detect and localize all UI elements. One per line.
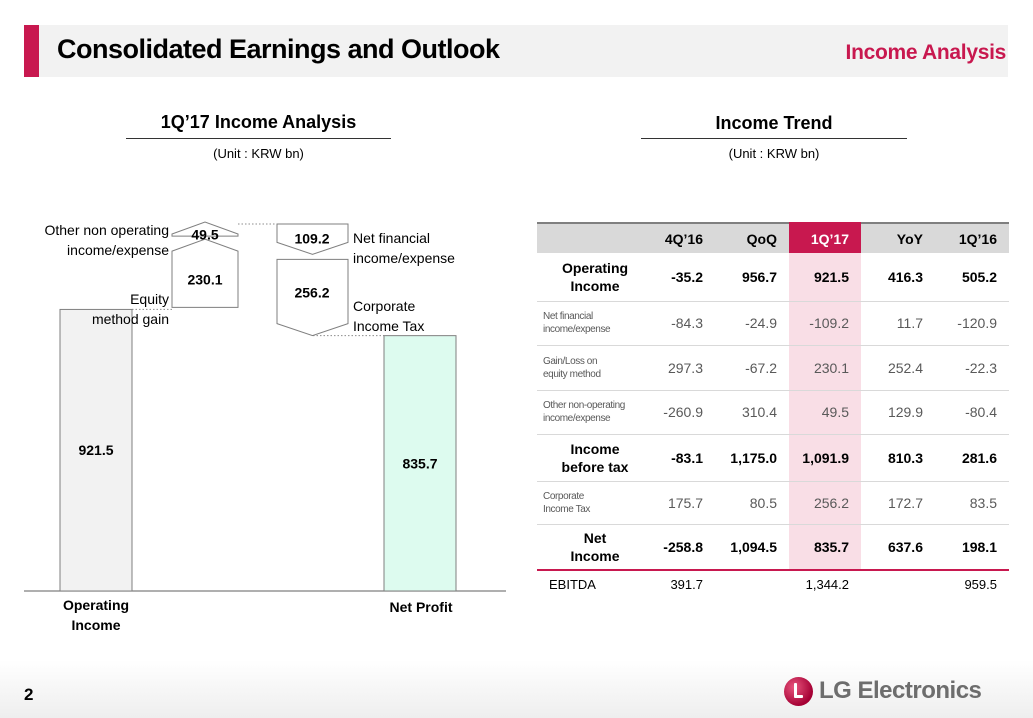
right-panel-title: Income Trend [715, 113, 833, 133]
axis-label-net-profit: Net Profit [390, 599, 453, 615]
arrow-other-non-operating [171, 221, 239, 237]
left-panel-title: 1Q’17 Income Analysis [160, 112, 357, 132]
table-cell: -80.4 [935, 390, 1009, 435]
bar-value-equity-method-gain: 230.1 [187, 271, 222, 287]
label-equity-method-gain: Equity method gain [92, 291, 169, 327]
table-cell: 252.4 [861, 345, 935, 391]
left-panel-unit: (Unit : KRW bn) [213, 146, 304, 161]
table-cell: -84.3 [647, 301, 715, 346]
table-row: Net financial income/expense -84.3 -24.9 -10… [537, 301, 1009, 346]
table-cell: 230.1 [789, 345, 861, 391]
table-cell: 959.5 [935, 569, 1009, 597]
table-body: Operating Income -35.2 956.7 921.5 416.3 505.2… [537, 253, 1009, 597]
table-cell: -83.1 [647, 434, 715, 482]
arrow-equity-method-gain [171, 238, 239, 308]
table-cell: 310.4 [715, 390, 789, 435]
table-cell: 256.2 [789, 481, 861, 525]
lg-logo-icon [784, 676, 813, 706]
column-header: YoY [861, 222, 935, 253]
table-cell: 1,175.0 [715, 434, 789, 482]
table-cell: 83.5 [935, 481, 1009, 525]
table-row: Other non-operating income/expense -260.9 3… [537, 390, 1009, 435]
slide-header: Consolidated Earnings and Outlook Income… [24, 25, 1008, 77]
column-header: 4Q’16 [647, 222, 715, 253]
table-cell: 1,091.9 [789, 434, 861, 482]
table-corner-cell [537, 222, 647, 253]
arrow-corporate-income-tax [276, 258, 349, 337]
table-cell: 921.5 [789, 253, 861, 302]
header-accent-bar [24, 25, 39, 77]
table-cell: 956.7 [715, 253, 789, 302]
row-label: Net Income [537, 524, 647, 571]
axis-label-operating-income: Operating Income [63, 597, 129, 633]
label-net-financial: Net financial income/expense [353, 230, 455, 266]
table-header-row: 4Q’16 QoQ 1Q’17 YoY 1Q’16 [537, 222, 1009, 253]
left-panel-underline [126, 138, 391, 139]
income-trend-table: 4Q’16 QoQ 1Q’17 YoY 1Q’16 Operating Income -35… [537, 222, 1009, 597]
bar-value-operating-income: 921.5 [78, 442, 113, 458]
bar-value-net-financial: 109.2 [294, 231, 329, 247]
table-cell [715, 569, 789, 597]
table-cell: 175.7 [647, 481, 715, 525]
page-number: 2 [24, 685, 34, 704]
table-row: Net Income -258.8 1,094.5 835.7 637.6 198.1 [537, 524, 1009, 571]
table-cell: -22.3 [935, 345, 1009, 391]
row-label: Corporate Income Tax [537, 481, 647, 525]
label-corporate-income-tax: Corporate Income Tax [353, 298, 424, 334]
table-cell: 172.7 [861, 481, 935, 525]
row-label: Operating Income [537, 253, 647, 302]
bar-value-other-non-operating: 49.5 [191, 227, 218, 243]
table-cell: 835.7 [789, 524, 861, 571]
table-cell: 198.1 [935, 524, 1009, 571]
section-label: Income Analysis [845, 41, 1007, 64]
row-label: Net financial income/expense [537, 301, 647, 346]
table-row: Corporate Income Tax 175.7 80.5 256.2 172.7 83… [537, 481, 1009, 525]
table-cell: 49.5 [789, 390, 861, 435]
bar-net-profit [383, 335, 457, 592]
table-cell: -109.2 [789, 301, 861, 346]
ebitda-row: EBITDA 391.7 1,344.2 959.5 [537, 569, 1009, 597]
table-row: Income before tax -83.1 1,175.0 1,091.9 810.3… [537, 434, 1009, 482]
table-cell: -35.2 [647, 253, 715, 302]
column-header: 1Q’16 [935, 222, 1009, 253]
logo-text: LG Electronics [819, 677, 982, 704]
table-cell [861, 569, 935, 597]
table-cell: 80.5 [715, 481, 789, 525]
row-label: Other non-operating income/expense [537, 390, 647, 435]
table-cell: -260.9 [647, 390, 715, 435]
table-cell: 1,344.2 [789, 569, 861, 597]
table-row: Gain/Loss on equity method 297.3 -67.2 230.1… [537, 345, 1009, 391]
table-cell: 1,094.5 [715, 524, 789, 571]
row-label: Income before tax [537, 434, 647, 482]
table-cell: 637.6 [861, 524, 935, 571]
slide-title: Consolidated Earnings and Outlook [57, 34, 500, 64]
table-cell: 11.7 [861, 301, 935, 346]
table-cell: 416.3 [861, 253, 935, 302]
table-cell: 129.9 [861, 390, 935, 435]
table-cell: -120.9 [935, 301, 1009, 346]
right-panel-unit: (Unit : KRW bn) [728, 146, 820, 161]
column-header: 1Q’17 [789, 222, 861, 253]
arrow-net-financial [276, 223, 349, 255]
table-row: Operating Income -35.2 956.7 921.5 416.3 505.2 [537, 253, 1009, 302]
bar-value-corporate-income-tax: 256.2 [294, 285, 329, 301]
table-cell: -67.2 [715, 345, 789, 391]
row-label: EBITDA [537, 569, 647, 597]
table-cell: 810.3 [861, 434, 935, 482]
bar-operating-income [59, 308, 133, 592]
row-label: Gain/Loss on equity method [537, 345, 647, 391]
table-cell: 297.3 [647, 345, 715, 391]
table-cell: 391.7 [647, 569, 715, 597]
right-panel-underline [641, 138, 907, 139]
bar-value-net-profit: 835.7 [402, 455, 437, 471]
table-cell: 281.6 [935, 434, 1009, 482]
column-header: QoQ [715, 222, 789, 253]
footer-band [0, 660, 1033, 718]
company-logo: LG Electronics [784, 675, 982, 707]
label-other-non-operating: Other non operating income/expense [44, 222, 169, 258]
table-cell: 505.2 [935, 253, 1009, 302]
table-cell: -258.8 [647, 524, 715, 571]
table-cell: -24.9 [715, 301, 789, 346]
waterfall-chart: 921.5 835.7 230.1 49.5 109.2 256.2 Other non o… [24, 221, 506, 633]
